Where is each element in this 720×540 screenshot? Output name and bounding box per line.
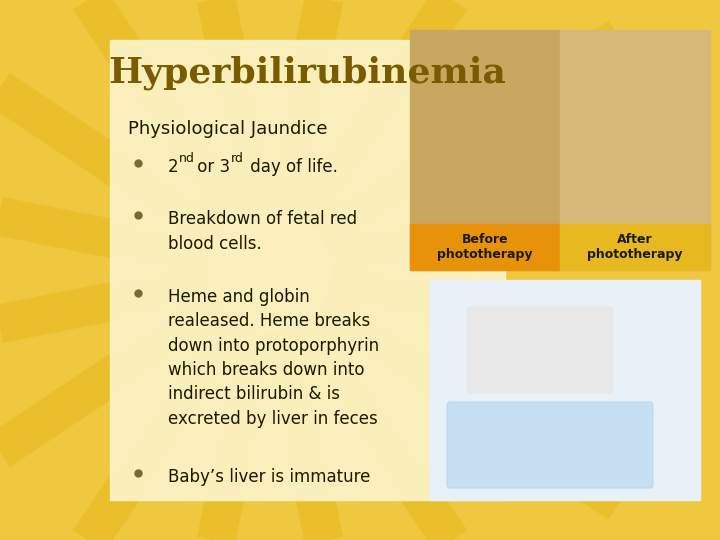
Bar [410,30,560,270]
Text: After
phototherapy: After phototherapy [588,233,683,261]
Bar [110,40,505,500]
FancyBboxPatch shape [467,307,613,393]
FancyBboxPatch shape [447,402,653,488]
Bar [560,224,710,270]
Text: Before
phototherapy: Before phototherapy [437,233,533,261]
Text: Physiological Jaundice: Physiological Jaundice [128,120,328,138]
Bar [430,280,700,500]
Text: Hyperbilirubinemia: Hyperbilirubinemia [109,55,506,90]
Text: rd: rd [231,152,244,165]
Text: 2: 2 [168,158,179,176]
Text: or 3: or 3 [192,158,230,176]
Bar [560,30,710,270]
Bar [410,224,560,270]
Text: Baby’s liver is immature: Baby’s liver is immature [168,468,370,486]
Text: Breakdown of fetal red
blood cells.: Breakdown of fetal red blood cells. [168,210,357,253]
Text: day of life.: day of life. [245,158,338,176]
Text: nd: nd [179,152,195,165]
Text: Heme and globin
realeased. Heme breaks
down into protoporphyrin
which breaks dow: Heme and globin realeased. Heme breaks d… [168,288,379,428]
